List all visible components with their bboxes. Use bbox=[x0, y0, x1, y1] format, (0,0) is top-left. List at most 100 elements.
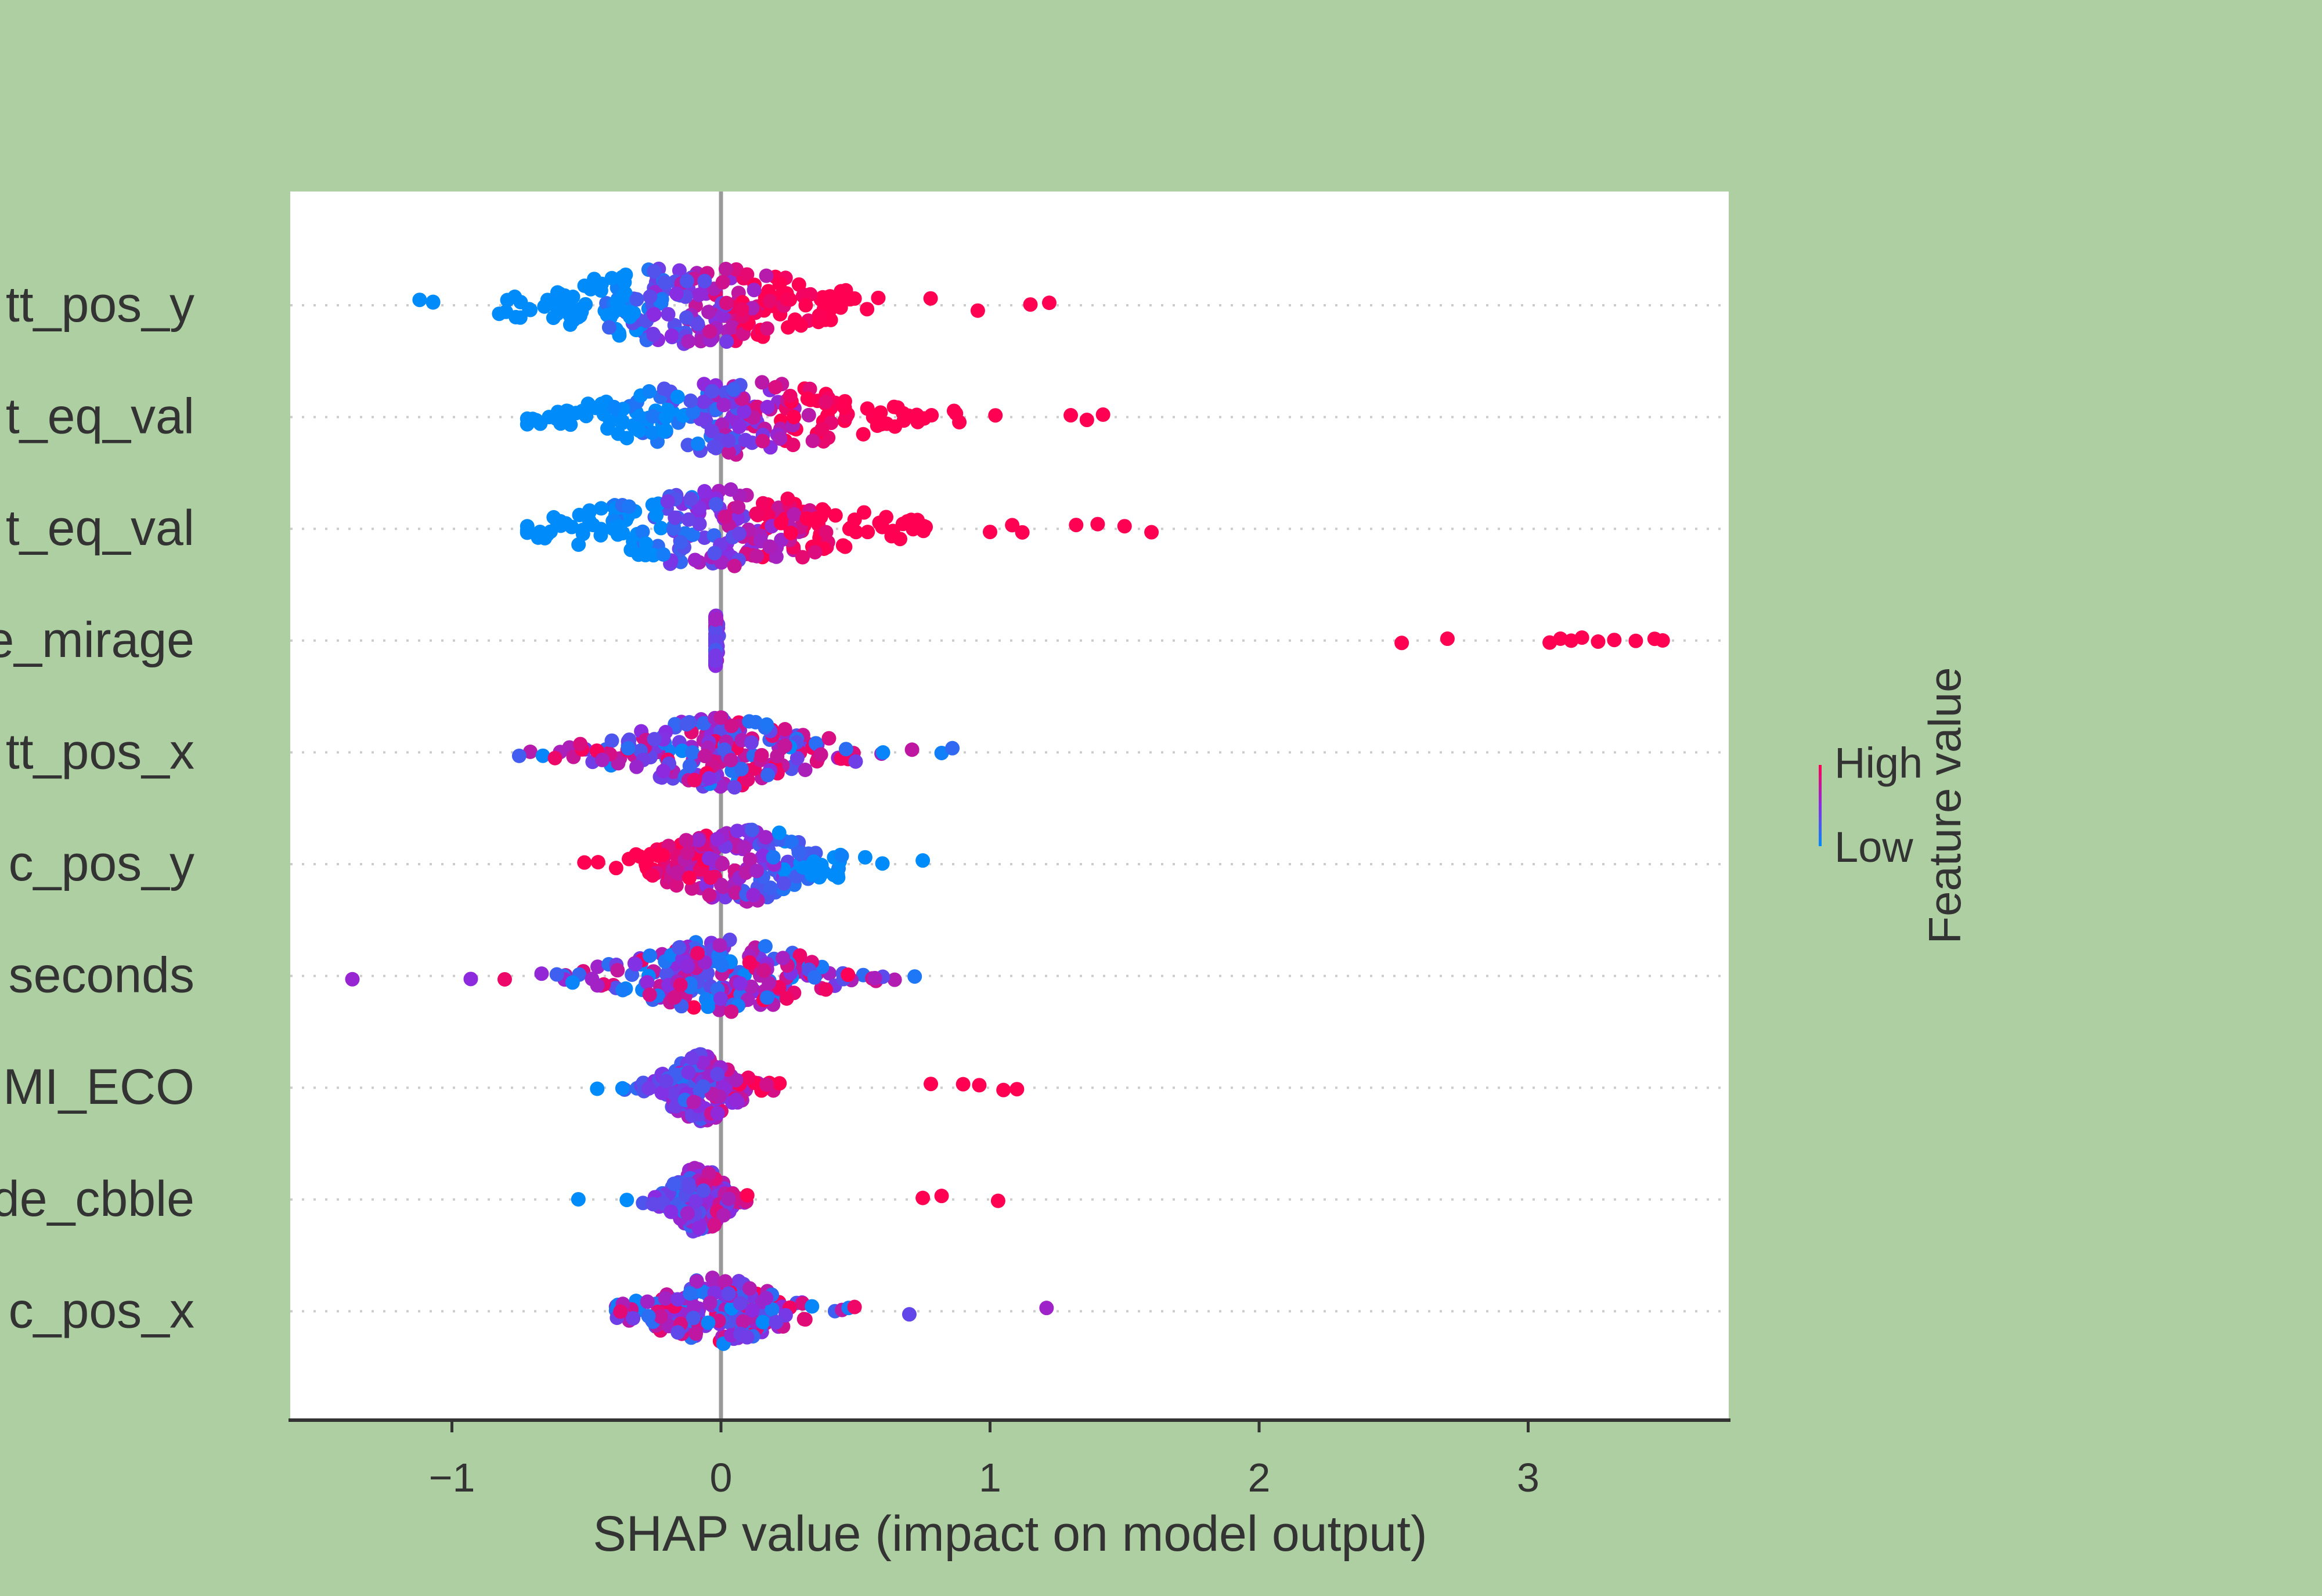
shap-point bbox=[610, 963, 625, 978]
shap-point bbox=[772, 1076, 787, 1091]
shap-point bbox=[713, 878, 729, 893]
shap-point bbox=[642, 948, 657, 963]
shap-point bbox=[659, 967, 674, 982]
shap-point bbox=[1574, 630, 1589, 645]
shap-point bbox=[801, 407, 816, 423]
shap-point bbox=[848, 754, 863, 769]
shap-point bbox=[681, 1065, 696, 1080]
shap-point bbox=[766, 850, 781, 865]
shap-point bbox=[783, 388, 798, 403]
plot-area bbox=[290, 192, 1729, 1420]
shap-point bbox=[540, 293, 555, 308]
shap-point bbox=[792, 948, 807, 963]
shap-point bbox=[629, 759, 644, 774]
shap-point bbox=[595, 752, 610, 767]
shap-point bbox=[835, 538, 850, 553]
shap-point bbox=[622, 499, 637, 514]
shap-point bbox=[659, 1074, 674, 1089]
shap-point bbox=[684, 1050, 700, 1066]
shap-point bbox=[534, 966, 549, 981]
shap-point bbox=[546, 310, 561, 326]
shap-point bbox=[738, 865, 753, 880]
shap-point bbox=[956, 1077, 971, 1092]
shap-point bbox=[831, 870, 846, 885]
shap-point bbox=[915, 1190, 931, 1205]
shap-point bbox=[755, 434, 770, 449]
shap-point bbox=[647, 264, 662, 279]
shap-point bbox=[673, 535, 688, 550]
shap-point bbox=[857, 850, 872, 865]
feature-label: e_mirage bbox=[0, 612, 194, 668]
shap-point bbox=[823, 312, 838, 327]
shap-point bbox=[635, 524, 650, 539]
shap-point bbox=[629, 421, 644, 436]
shap-point bbox=[749, 548, 765, 564]
shap-point bbox=[737, 840, 752, 855]
shap-point bbox=[590, 959, 605, 974]
shap-point bbox=[604, 733, 619, 748]
shap-point bbox=[731, 526, 747, 541]
feature-label: seconds bbox=[9, 948, 194, 1003]
shap-point bbox=[741, 1070, 756, 1085]
shap-point bbox=[814, 422, 830, 437]
shap-point bbox=[702, 887, 717, 902]
shap-point bbox=[707, 1218, 722, 1233]
shap-point bbox=[915, 853, 931, 868]
shap-point bbox=[730, 824, 745, 839]
shap-point bbox=[1607, 633, 1622, 648]
shap-point bbox=[780, 491, 795, 506]
shap-point bbox=[670, 1325, 686, 1340]
shap-point bbox=[681, 334, 696, 349]
shap-point bbox=[695, 1055, 711, 1070]
shap-point bbox=[888, 419, 903, 434]
shap-point bbox=[1039, 1301, 1054, 1316]
shap-point bbox=[426, 294, 441, 309]
shap-point bbox=[682, 759, 697, 774]
shap-point bbox=[795, 550, 810, 565]
shap-point bbox=[779, 991, 794, 1006]
shap-point bbox=[798, 298, 813, 313]
shap-point bbox=[679, 273, 694, 288]
shap-point bbox=[696, 716, 711, 731]
shap-point bbox=[701, 305, 716, 320]
shap-point bbox=[789, 750, 805, 765]
shap-point bbox=[412, 293, 427, 308]
shap-point bbox=[983, 525, 997, 540]
shap-point bbox=[1079, 413, 1094, 428]
shap-point bbox=[734, 302, 749, 317]
shap-point bbox=[492, 306, 507, 322]
shap-point bbox=[1063, 408, 1079, 423]
shap-point bbox=[713, 991, 728, 1006]
shap-point bbox=[688, 1194, 704, 1209]
shap-point bbox=[712, 938, 727, 953]
shap-point bbox=[996, 1082, 1011, 1097]
shap-point bbox=[800, 391, 815, 406]
shap-point bbox=[776, 951, 791, 966]
shap-point bbox=[703, 870, 718, 885]
shap-point bbox=[680, 846, 695, 861]
shap-point bbox=[640, 1294, 655, 1309]
colorbar bbox=[1819, 765, 1822, 846]
shap-point bbox=[990, 1193, 1005, 1208]
x-tick-label: −1 bbox=[429, 1455, 475, 1500]
shap-point bbox=[742, 955, 757, 970]
shap-point bbox=[760, 399, 775, 414]
shap-point bbox=[988, 408, 1003, 423]
shap-point bbox=[742, 1281, 757, 1296]
shap-point bbox=[669, 878, 684, 893]
feature-label: de_cbble bbox=[0, 1171, 194, 1227]
shap-point bbox=[688, 1326, 704, 1341]
shap-point bbox=[760, 767, 776, 782]
shap-point bbox=[727, 558, 742, 573]
shap-point bbox=[773, 431, 788, 446]
shap-point bbox=[707, 546, 722, 561]
shap-point bbox=[507, 289, 522, 304]
x-tick-label: 0 bbox=[710, 1455, 733, 1500]
shap-point bbox=[590, 855, 605, 870]
shap-point bbox=[714, 958, 729, 973]
shap-point bbox=[683, 492, 698, 507]
shap-point bbox=[702, 1295, 717, 1310]
shap-point bbox=[1394, 635, 1409, 651]
shap-point bbox=[744, 822, 759, 837]
shap-point bbox=[345, 972, 360, 987]
